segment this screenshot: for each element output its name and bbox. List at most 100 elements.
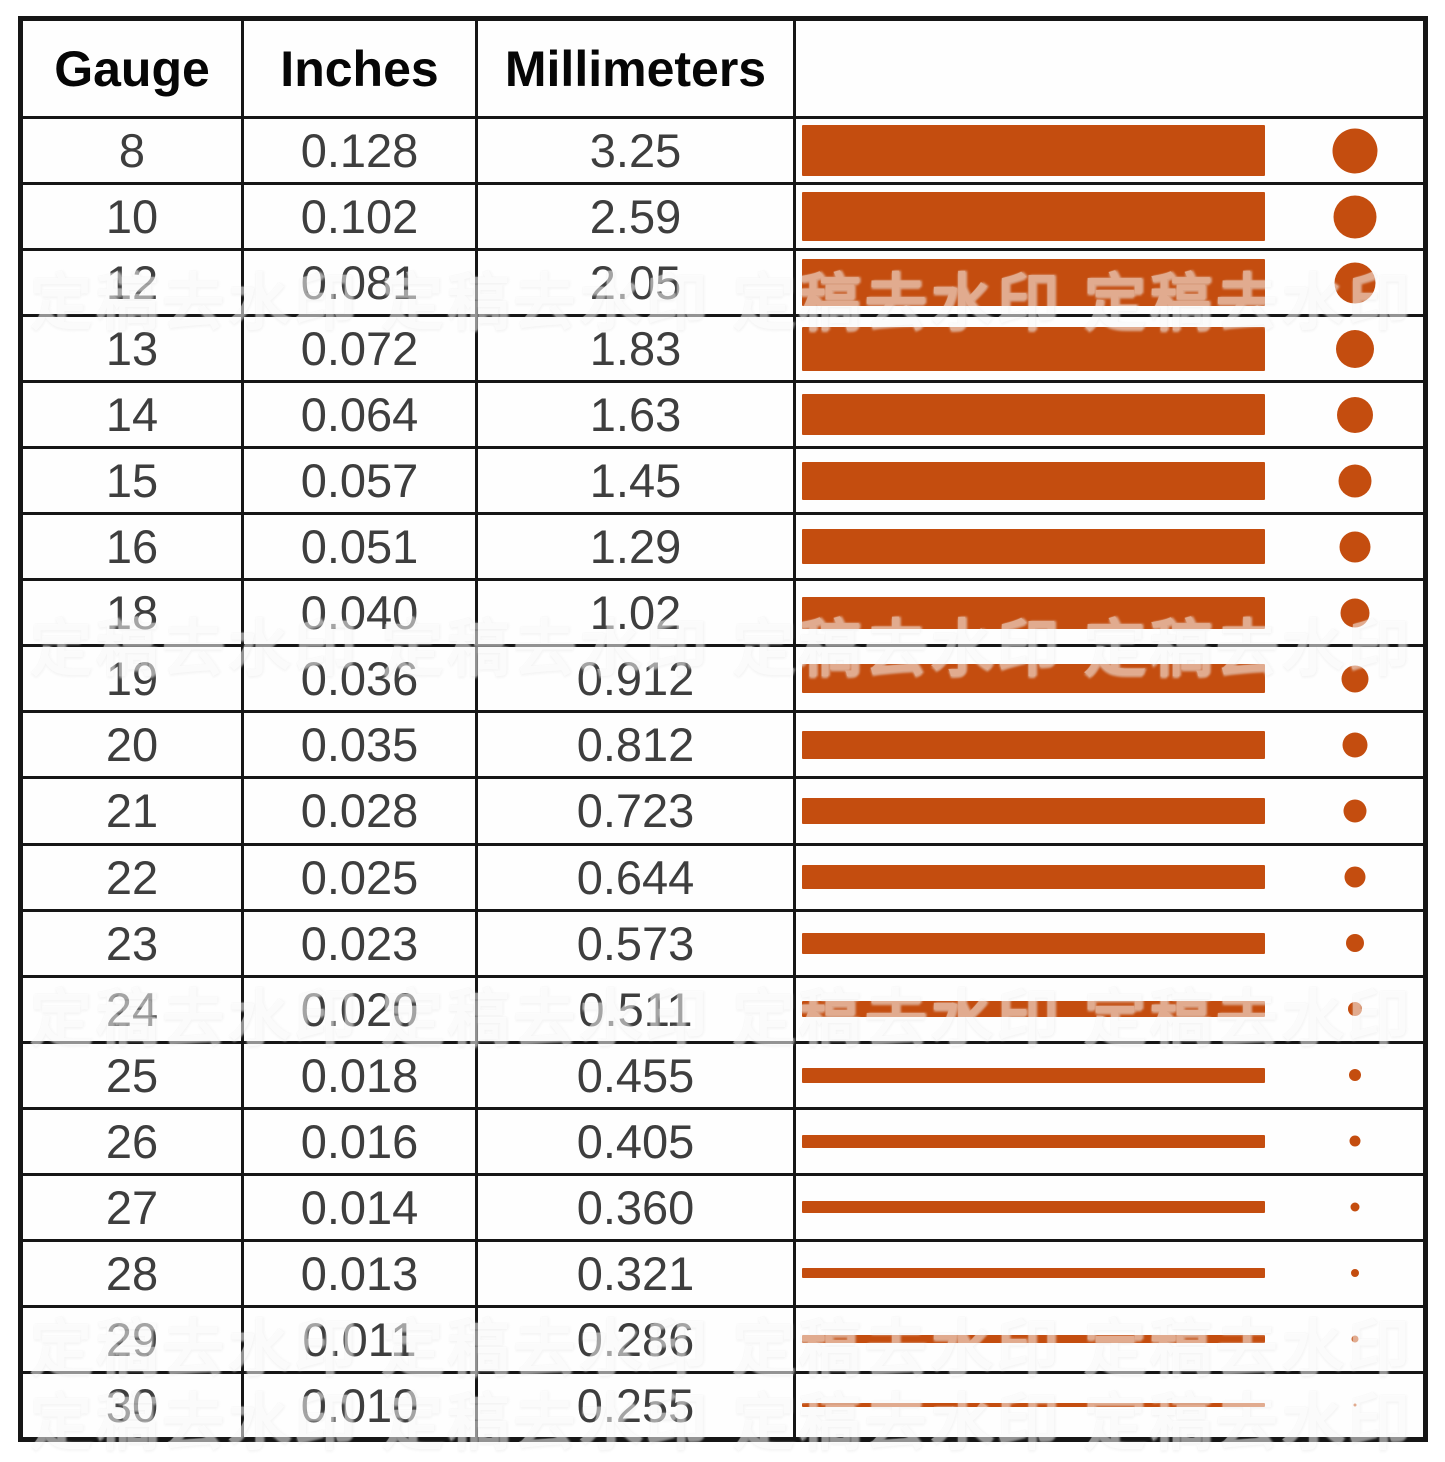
wire-visual-cell <box>796 647 1423 710</box>
table-row: 30 0.010 0.255 <box>23 1370 1423 1437</box>
table-row: 14 0.064 1.63 <box>23 380 1423 447</box>
inches-value: 0.064 <box>244 383 478 447</box>
millimeters-value: 1.02 <box>478 581 796 645</box>
wire-thickness-bar <box>802 529 1265 565</box>
inches-value: 0.010 <box>244 1373 478 1437</box>
wire-diameter-dot <box>1343 799 1367 823</box>
table-row: 18 0.040 1.02 <box>23 578 1423 645</box>
table-row: 19 0.036 0.912 <box>23 644 1423 711</box>
table-row: 23 0.023 0.573 <box>23 908 1423 975</box>
wire-diameter-dot <box>1337 396 1373 433</box>
wire-visual-cell <box>796 1044 1423 1107</box>
millimeters-value: 0.644 <box>478 845 796 909</box>
wire-visual-cell <box>796 1110 1423 1173</box>
table-row: 22 0.025 0.644 <box>23 842 1423 909</box>
gauge-value: 8 <box>23 119 244 183</box>
gauge-value: 15 <box>23 449 244 513</box>
inches-value: 0.014 <box>244 1175 478 1239</box>
table-row: 10 0.102 2.59 <box>23 182 1423 249</box>
gauge-value: 27 <box>23 1175 244 1239</box>
table-row: 21 0.028 0.723 <box>23 776 1423 843</box>
column-header-inches: Inches <box>244 21 478 116</box>
millimeters-value: 3.25 <box>478 119 796 183</box>
wire-visual-cell <box>796 581 1423 644</box>
wire-visual-cell <box>796 515 1423 578</box>
wire-thickness-bar <box>802 664 1265 694</box>
gauge-value: 28 <box>23 1241 244 1305</box>
wire-visual-cell <box>796 119 1423 182</box>
inches-value: 0.020 <box>244 977 478 1041</box>
millimeters-value: 1.45 <box>478 449 796 513</box>
millimeters-value: 0.286 <box>478 1307 796 1371</box>
millimeters-value: 0.723 <box>478 779 796 843</box>
table-row: 8 0.128 3.25 <box>23 116 1423 183</box>
wire-thickness-bar <box>802 1268 1265 1279</box>
gauge-value: 10 <box>23 185 244 249</box>
gauge-value: 12 <box>23 251 244 315</box>
wire-diameter-dot <box>1342 732 1368 758</box>
wire-visual-cell <box>796 449 1423 512</box>
wire-diameter-dot <box>1351 1269 1359 1278</box>
wire-diameter-dot <box>1353 1403 1357 1407</box>
column-header-visual <box>796 21 1423 116</box>
inches-value: 0.018 <box>244 1043 478 1107</box>
wire-diameter-dot <box>1350 1202 1360 1212</box>
column-header-gauge: Gauge <box>23 21 244 116</box>
wire-diameter-dot <box>1334 262 1376 304</box>
inches-value: 0.072 <box>244 317 478 381</box>
wire-thickness-bar <box>802 932 1265 954</box>
wire-thickness-bar <box>802 1134 1265 1148</box>
millimeters-value: 1.29 <box>478 515 796 579</box>
table-row: 25 0.018 0.455 <box>23 1040 1423 1107</box>
gauge-value: 24 <box>23 977 244 1041</box>
table-row: 15 0.057 1.45 <box>23 446 1423 513</box>
wire-visual-cell <box>796 185 1423 248</box>
column-header-millimeters: Millimeters <box>478 21 796 116</box>
millimeters-value: 0.405 <box>478 1109 796 1173</box>
wire-diameter-dot <box>1336 329 1374 368</box>
table-row: 26 0.016 0.405 <box>23 1106 1423 1173</box>
gauge-value: 21 <box>23 779 244 843</box>
millimeters-value: 0.511 <box>478 977 796 1041</box>
gauge-value: 13 <box>23 317 244 381</box>
wire-diameter-dot <box>1339 531 1371 563</box>
millimeters-value: 0.573 <box>478 911 796 975</box>
header-row: Gauge Inches Millimeters <box>23 21 1423 116</box>
table-row: 24 0.020 0.511 <box>23 974 1423 1041</box>
wire-thickness-bar <box>802 730 1265 759</box>
wire-diameter-dot <box>1346 934 1364 953</box>
wire-thickness-bar <box>802 596 1265 629</box>
inches-value: 0.128 <box>244 119 478 183</box>
inches-value: 0.081 <box>244 251 478 315</box>
wire-diameter-dot <box>1338 464 1372 498</box>
wire-visual-cell <box>796 779 1423 842</box>
gauge-value: 18 <box>23 581 244 645</box>
millimeters-value: 1.83 <box>478 317 796 381</box>
inches-value: 0.035 <box>244 713 478 777</box>
wire-thickness-bar <box>802 1067 1265 1083</box>
wire-gauge-table: Gauge Inches Millimeters 8 0.128 3.25 10… <box>18 16 1428 1442</box>
gauge-value: 16 <box>23 515 244 579</box>
wire-diameter-dot <box>1333 195 1377 239</box>
wire-diameter-dot <box>1351 1335 1359 1343</box>
wire-visual-cell <box>796 1176 1423 1239</box>
wire-visual-cell <box>796 251 1423 314</box>
wire-visual-cell <box>796 912 1423 975</box>
inches-value: 0.102 <box>244 185 478 249</box>
inches-value: 0.051 <box>244 515 478 579</box>
table-row: 13 0.072 1.83 <box>23 314 1423 381</box>
wire-diameter-dot <box>1348 1002 1362 1017</box>
wire-visual-cell <box>796 713 1423 776</box>
table-row: 29 0.011 0.286 <box>23 1304 1423 1371</box>
inches-value: 0.013 <box>244 1241 478 1305</box>
wire-thickness-bar <box>802 865 1265 890</box>
gauge-value: 23 <box>23 911 244 975</box>
inches-value: 0.011 <box>244 1307 478 1371</box>
wire-diameter-dot <box>1332 128 1378 174</box>
wire-thickness-bar <box>802 394 1265 436</box>
wire-diameter-dot <box>1341 665 1369 693</box>
gauge-value: 26 <box>23 1109 244 1173</box>
gauge-value: 14 <box>23 383 244 447</box>
wire-thickness-bar <box>802 1201 1265 1214</box>
wire-thickness-bar <box>802 125 1265 177</box>
